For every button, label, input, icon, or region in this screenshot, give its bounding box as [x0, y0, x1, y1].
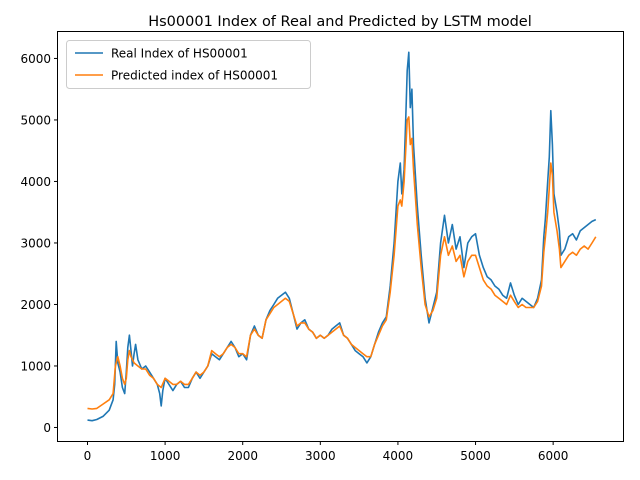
- x-tick-label: 6000: [538, 449, 569, 463]
- y-tick-label: 4000: [20, 175, 51, 189]
- y-tick-label: 0: [43, 421, 51, 435]
- x-tick-label: 5000: [460, 449, 491, 463]
- x-tick-label: 4000: [383, 449, 414, 463]
- series-line-predicted: [87, 116, 597, 410]
- y-tick-label: 5000: [20, 113, 51, 127]
- y-tick-label: 2000: [20, 298, 51, 312]
- axis-ticks: 0 1000 2000 3000 4000 5000 6000 0 1000 2000 3000 40…: [20, 52, 568, 463]
- x-tick-label: 3000: [305, 449, 336, 463]
- chart-title: Hs00001 Index of Real and Predicted by L…: [148, 14, 532, 30]
- legend-box: [66, 40, 311, 89]
- plot-area: [87, 51, 597, 422]
- legend-label-predicted: Predicted index of HS00001: [111, 69, 278, 83]
- x-tick-label: 0: [84, 449, 92, 463]
- legend: Real Index of HS00001 Predicted index of…: [66, 40, 311, 89]
- y-tick-label: 6000: [20, 52, 51, 66]
- x-tick-label: 1000: [150, 449, 181, 463]
- y-tick-label: 1000: [20, 359, 51, 373]
- y-tick-label: 3000: [20, 236, 51, 250]
- x-tick-label: 2000: [227, 449, 258, 463]
- legend-label-real: Real Index of HS00001: [111, 47, 248, 61]
- axes-frame: [57, 31, 624, 442]
